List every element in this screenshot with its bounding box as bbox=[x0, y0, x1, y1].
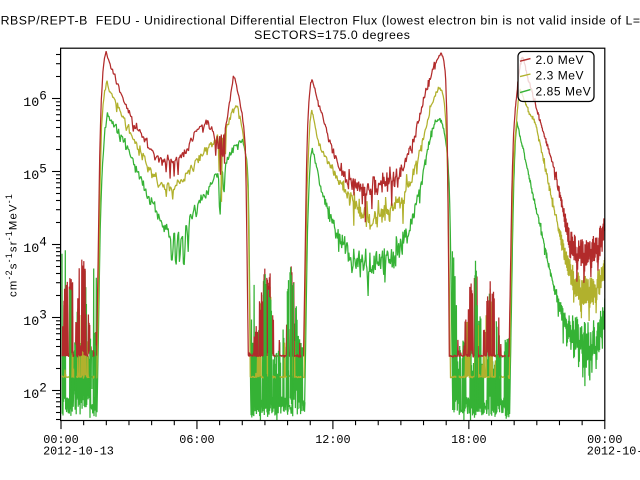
svg-text:00:00: 00:00 bbox=[587, 433, 622, 447]
svg-text:00:00: 00:00 bbox=[43, 433, 78, 447]
svg-text:102: 102 bbox=[23, 382, 47, 402]
svg-text:104: 104 bbox=[23, 236, 47, 256]
svg-text:2.0 MeV: 2.0 MeV bbox=[536, 53, 585, 67]
svg-text:106: 106 bbox=[23, 90, 47, 110]
svg-text:2012-10-13: 2012-10-13 bbox=[43, 445, 114, 459]
svg-text:cm-2s-1sr-1MeV-1: cm-2s-1sr-1MeV-1 bbox=[4, 193, 19, 297]
svg-text:103: 103 bbox=[23, 309, 47, 329]
svg-text:12:00: 12:00 bbox=[315, 433, 350, 447]
svg-text:2012-10-14: 2012-10-14 bbox=[587, 445, 640, 459]
svg-text:2.85 MeV: 2.85 MeV bbox=[536, 84, 592, 98]
svg-text:18:00: 18:00 bbox=[451, 433, 486, 447]
svg-text:2.3 MeV: 2.3 MeV bbox=[536, 69, 585, 83]
svg-text:105: 105 bbox=[23, 163, 47, 183]
svg-text:SECTORS=175.0 degrees: SECTORS=175.0 degrees bbox=[254, 28, 410, 42]
svg-text:06:00: 06:00 bbox=[179, 433, 214, 447]
svg-text:RBSP/REPT-B FEDU - Unidirecti: RBSP/REPT-B FEDU - Unidirectional Differ… bbox=[1, 14, 640, 28]
